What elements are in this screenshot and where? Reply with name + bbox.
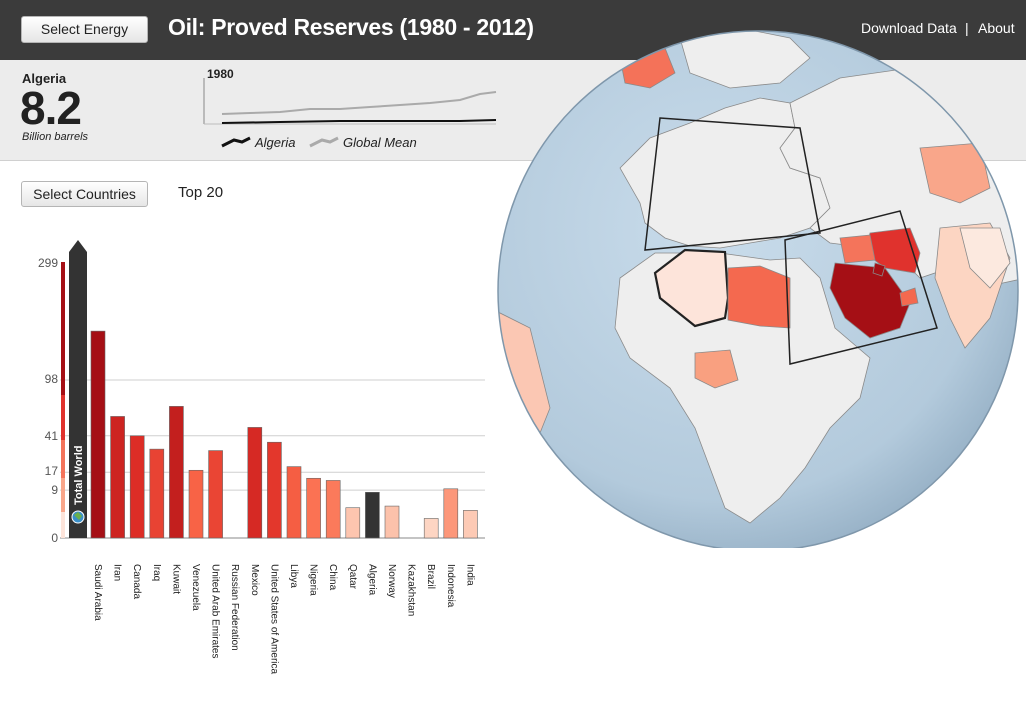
bar	[365, 491, 380, 539]
saudi-region	[829, 262, 911, 339]
algeria-region	[653, 248, 730, 328]
scale-strip-segment	[61, 478, 65, 512]
category-label: Kuwait	[170, 564, 182, 595]
bar	[345, 507, 361, 539]
china-region	[919, 142, 991, 204]
bar	[247, 427, 263, 539]
category-label: Mexico	[248, 564, 260, 596]
value-unit: Billion barrels	[22, 131, 89, 143]
kuwait-region	[872, 262, 886, 277]
globe-map[interactable]	[490, 28, 1026, 548]
algeria-line	[221, 119, 497, 124]
category-label: United Arab Emirates	[209, 564, 221, 659]
selected-country-value: 8.2	[20, 82, 82, 134]
bar-chart: Total World	[60, 240, 485, 539]
iraq-region	[839, 234, 876, 264]
global-mean-line	[221, 91, 497, 115]
bar	[286, 466, 302, 539]
category-label: Canada	[131, 564, 143, 600]
select-countries-button[interactable]: Select Countries	[21, 181, 148, 207]
nigeria-region	[694, 349, 739, 389]
bar	[110, 416, 125, 539]
bar	[443, 488, 459, 539]
y-tick-label: 9	[51, 483, 58, 497]
bar	[90, 330, 106, 539]
total-world-bar	[69, 240, 87, 538]
legend-global-label: Global Mean	[343, 135, 417, 150]
category-label: United States of America	[268, 564, 280, 675]
top20-label: Top 20	[178, 184, 224, 201]
about-link[interactable]: About	[978, 20, 1015, 36]
category-label: Kazakhstan	[405, 564, 417, 617]
scale-strip-segment	[61, 262, 65, 395]
y-tick-label: 299	[37, 256, 58, 270]
category-label: Nigeria	[307, 564, 319, 596]
bar	[325, 480, 341, 539]
bar	[423, 518, 439, 539]
bar	[169, 406, 184, 539]
category-label: India	[464, 564, 476, 586]
zoom-box-europe	[644, 117, 821, 251]
page-title: Oil: Proved Reserves (1980 - 2012)	[168, 14, 534, 40]
category-label: Indonesia	[444, 564, 456, 608]
bar	[188, 469, 204, 539]
uae-region	[899, 287, 919, 307]
bar	[129, 435, 145, 539]
bar	[384, 505, 400, 539]
zoom-box-middle-east	[784, 210, 938, 365]
legend-algeria-label: Algeria	[255, 135, 296, 150]
scale-strip-segment	[61, 440, 65, 478]
legend-algeria-swatch	[221, 136, 251, 148]
globe-rim	[497, 30, 1019, 548]
category-label: Norway	[386, 564, 397, 598]
scale-strip-segment	[61, 512, 65, 538]
africa-land	[614, 252, 871, 524]
scale-strip-segment	[61, 395, 65, 440]
select-energy-button[interactable]: Select Energy	[21, 16, 148, 43]
selected-country-name: Algeria	[22, 71, 67, 86]
category-label: Iraq	[150, 564, 162, 582]
category-label: Venezuela	[190, 564, 201, 611]
timeline-year: 1980	[207, 67, 234, 81]
bar	[463, 510, 478, 539]
category-label: Russian Federation	[229, 564, 241, 651]
category-label: China	[327, 564, 339, 591]
y-tick-label: 41	[44, 429, 58, 443]
sparkline	[203, 78, 497, 148]
category-label: Qatar	[346, 564, 358, 590]
y-tick-label: 0	[51, 531, 58, 545]
bar	[149, 448, 165, 539]
legend-global-swatch	[309, 136, 339, 148]
bar	[208, 450, 223, 539]
globe-icon-land	[74, 512, 82, 520]
category-label: Saudi Arabia	[92, 564, 103, 621]
bar	[267, 441, 282, 539]
y-tick-label: 17	[44, 464, 58, 478]
kazakhstan-region	[959, 227, 1011, 289]
total-world-label: Total World	[73, 446, 85, 505]
category-label: Algeria	[366, 564, 378, 596]
bar	[306, 477, 321, 539]
libya-region	[727, 265, 791, 329]
download-data-link[interactable]: Download Data	[861, 20, 957, 36]
greenland-land	[679, 31, 811, 89]
category-label: Brazil	[425, 564, 437, 590]
category-label: Iran	[111, 564, 123, 582]
y-tick-label: 98	[44, 372, 58, 386]
nav-separator: |	[965, 20, 969, 36]
category-label: Libya	[288, 564, 299, 588]
